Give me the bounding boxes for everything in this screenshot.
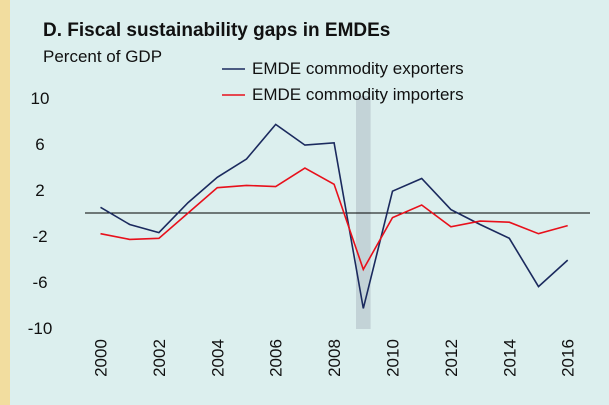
x-tick-label: 2004 [208,339,227,377]
x-tick-label: 2002 [150,339,169,377]
y-tick-label: -2 [32,227,47,246]
y-tick-label: -10 [28,319,53,338]
legend-label-importers: EMDE commodity importers [252,85,464,104]
x-tick-label: 2012 [442,339,461,377]
y-tick-label: 2 [35,181,44,200]
legend-label-exporters: EMDE commodity exporters [252,59,464,78]
y-tick-label: -6 [32,273,47,292]
chart-title: D. Fiscal sustainability gaps in EMDEs [43,20,391,41]
x-tick-label: 2016 [559,339,578,377]
x-tick-label: 2006 [267,339,286,377]
x-tick-label: 2014 [500,339,519,377]
series-line-importers [100,167,568,272]
y-tick-label: 10 [31,89,50,108]
y-tick-label: 6 [35,135,44,154]
x-tick-label: 2008 [325,339,344,377]
x-tick-label: 2010 [384,339,403,377]
x-tick-label: 2000 [92,339,111,377]
y-axis-unit-label: Percent of GDP [43,47,163,66]
series-line-exporters [100,123,569,309]
